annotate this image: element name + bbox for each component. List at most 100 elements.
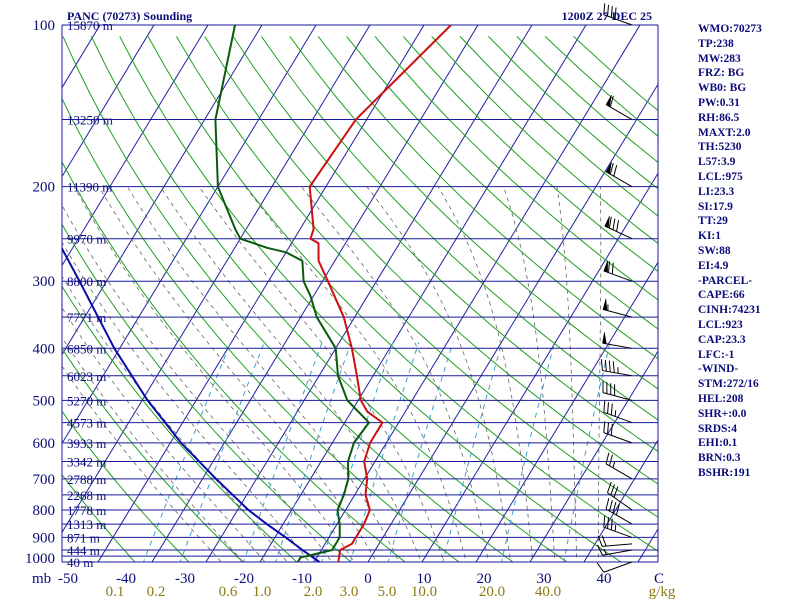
plot-frame [61,25,659,562]
wind-barb [604,215,633,240]
wind-barb [596,561,633,573]
temperature-tick-label: -40 [116,571,136,587]
isotherm-line [62,25,263,356]
isotherm-line [62,25,371,534]
moist-adiabat-line [437,186,534,562]
moist-adiabat-line [62,365,222,562]
height-label: 871 m [67,530,100,545]
index-item: PW:0.31 [698,96,740,109]
index-item: TT:29 [698,215,728,228]
temperature-tick-label: 0 [364,571,372,587]
isotherm-line [97,25,425,562]
wind-barb [605,161,633,188]
height-label: 40 m [67,555,93,570]
temperature-tick-label: 20 [477,571,492,587]
pressure-tick-label: 800 [33,503,56,519]
dry-adiabat-line [374,36,658,301]
wind-barb [605,452,633,480]
mixing-ratio-label: 0.1 [106,584,125,600]
parcel-trace [62,246,320,562]
pressure-tick-label: 900 [33,530,56,546]
wind-barbs [596,3,633,573]
index-item: BSHR:191 [698,466,751,479]
wind-barb [605,497,633,525]
index-item: FRZ: BG [698,67,745,80]
dry-adiabat-line [289,36,658,390]
pressure-tick-label: 1000 [25,551,55,567]
dry-adiabat-line [119,36,622,562]
isotherm-line [62,25,317,445]
height-label: 1313 m [67,517,106,532]
mixing-ratio-label: 0.6 [219,584,238,600]
sounding-traces [62,25,452,562]
height-label: 3342 m [67,455,106,470]
index-item: CAPE:66 [698,289,745,302]
pressure-tick-label: 400 [33,341,56,357]
isotherm-line [151,25,479,562]
index-item: TH:5230 [698,141,742,154]
isotherm-line [475,261,658,562]
height-label: 6850 m [67,341,106,356]
pressure-tick-label: 200 [33,180,56,196]
dry-adiabat-line [317,36,658,360]
moist-adiabat-line [159,186,422,562]
isotherm-line [259,25,587,562]
temperature-tick-label: -20 [234,571,254,587]
height-label: 1778 m [67,503,106,518]
height-label: 2788 m [67,472,106,487]
index-item: LFC:-1 [698,348,735,361]
height-label: 9970 m [67,232,106,247]
wind-barb [603,400,633,424]
height-label: 11390 m [67,180,112,195]
wind-barb [605,94,633,120]
moist-adiabat-line [245,186,467,562]
isotherm-line [62,25,155,178]
temperature-tick-label: 10 [417,571,432,587]
dry-adiabat-line [62,347,244,562]
mixing-ratio-line [500,342,555,562]
mixing-ratio-line [179,342,265,562]
isobar-lines [62,24,658,563]
moist-adiabat-line [366,186,512,562]
index-item: MAXT:2.0 [698,126,751,139]
index-item: EI:4.9 [698,259,729,272]
dry-adiabat-line [346,36,658,330]
height-label: 7771 m [67,310,106,325]
wind-barb [602,298,633,318]
wind-barb [606,481,633,511]
isotherm-line [205,25,533,562]
index-item: WB0: BG [698,82,747,95]
moist-adiabat-line [98,186,377,562]
dry-adiabat-line [261,36,658,421]
height-label: 2268 m [67,488,106,503]
moist-adiabat-line [556,186,578,562]
pressure-tick-label: 500 [33,393,56,409]
mixing-ratio-label: g/kg [649,584,676,600]
mixing-ratio-line [442,342,503,562]
moist-adiabat-line [62,306,266,562]
height-label: 13250 m [67,113,113,128]
dry-adiabat-lines [62,36,658,562]
index-item: BRN:0.3 [698,452,741,465]
index-item: LI:23.3 [698,185,735,198]
height-label: 6023 m [67,369,106,384]
indices-panel: WMO:70273 TP:238 MW:283 FRZ: BG WB0: BG PW:0.… [698,22,798,481]
wind-barb [603,260,633,282]
height-label: 8800 m [67,274,106,289]
dry-adiabat-line [147,36,658,552]
index-item: EHI:0.1 [698,437,738,450]
mixing-ratio-label: 1.0 [253,584,272,600]
pressure-tick-label: 100 [33,18,56,34]
mixing-ratio-line [243,342,323,562]
pressure-tick-label: 300 [33,274,56,290]
index-item: RH:86.5 [698,111,740,124]
temperature-tick-label: -50 [58,571,78,587]
index-item: L57:3.9 [698,156,736,169]
index-item: SHR+:0.0 [698,407,747,420]
moist-adiabat-line [127,186,400,562]
index-item: SW:88 [698,244,731,257]
moist-adiabat-line [62,336,244,562]
mixing-ratio-label: 2.0 [304,584,323,600]
isotherm-line [583,439,658,562]
